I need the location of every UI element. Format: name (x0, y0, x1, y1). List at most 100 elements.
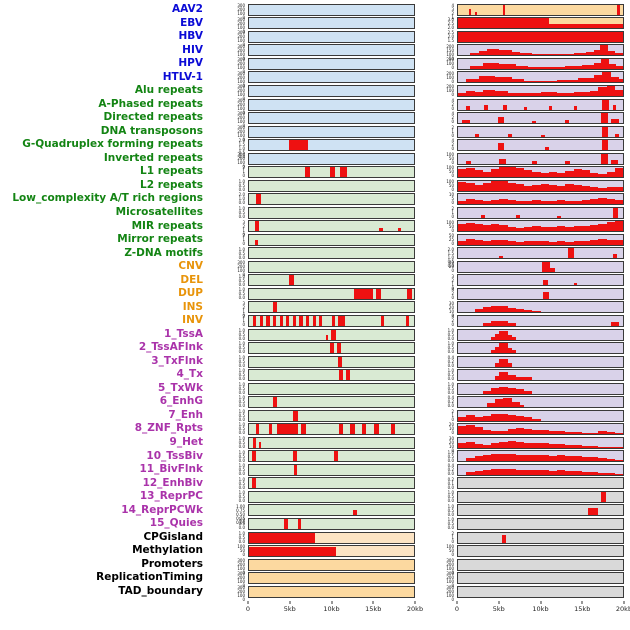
y-tick-label: 100 (446, 74, 454, 80)
y-tick-label: 200 (446, 561, 454, 567)
signal-area-segment (374, 424, 379, 435)
signal-area-segment (590, 446, 599, 448)
row-label: 6_EnhG (159, 395, 203, 408)
signal-area-segment (405, 316, 410, 327)
signal-area-segment (540, 134, 545, 137)
row-label: HBV (178, 30, 204, 43)
signal-area-segment (550, 267, 556, 272)
track-panel-left (248, 112, 415, 125)
y-tick-label: 0 (451, 227, 454, 233)
signal-area-segment (381, 316, 385, 327)
y-tick-label: 4 (451, 287, 454, 293)
y-tick-label: 0.4 (447, 395, 454, 401)
signal-area-segment (482, 415, 491, 421)
signal-area-segment (466, 78, 479, 83)
y-axis-ticks-left: 300 200 100 0 (206, 97, 248, 114)
y-axis-ticks-left: 300 200 100 0 (206, 558, 248, 574)
y-tick-label: 0.5 (447, 385, 454, 391)
y-tick-label: 200 (237, 561, 245, 567)
y-tick-label: 1.0 (238, 205, 245, 211)
y-tick-label: 0 (242, 69, 245, 75)
signal-area-segment (272, 302, 278, 313)
track-panel-left (248, 233, 415, 246)
y-tick-label: 0.5 (238, 358, 245, 364)
signal-area-segment (598, 446, 607, 448)
signal-area-segment (466, 458, 475, 462)
y-tick-label: 0 (451, 213, 454, 219)
y-tick-label: 0 (242, 272, 245, 278)
track-row: Mirror repeats 2 1 0 50 25 0 (2, 233, 624, 247)
signal-area-segment (333, 451, 339, 462)
signal-area-segment (499, 306, 508, 313)
signal-area-segment (548, 430, 557, 435)
signal-area-segment (565, 120, 570, 124)
signal-area-segment (482, 390, 491, 394)
signal-area-segment (254, 240, 259, 245)
y-axis-ticks-right: 20 10 0 (415, 422, 457, 436)
signal-area-segment (614, 133, 619, 137)
y-tick-label: 0.2 (447, 467, 454, 473)
y-axis-ticks-right: 300 200 100 0 (415, 585, 457, 601)
track-panel-right (457, 125, 624, 138)
y-tick-label: 1.0 (238, 422, 245, 428)
signal-area-segment (613, 207, 619, 218)
track-panel-right (457, 396, 624, 409)
y-tick-label: 300 (237, 97, 245, 103)
signal-area-segment (573, 445, 582, 448)
y-tick-label: 100 (446, 61, 454, 67)
y-tick-label: 300 (446, 571, 454, 577)
y-axis-ticks-left: 1.0 0.5 0.0 (206, 422, 248, 436)
signal-area-segment (532, 172, 541, 178)
row-label: EBV (180, 16, 203, 29)
y-tick-label: 0.0 (238, 498, 245, 504)
track-row: HIV 300 200 100 0 200 150 100 50 (2, 43, 624, 60)
y-tick-label: 1 (242, 308, 245, 314)
signal-area-segment (524, 185, 533, 191)
signal-area-segment (495, 91, 508, 96)
y-tick-label: 0.5 (238, 385, 245, 391)
y-tick-label: 0.0 (447, 389, 454, 395)
y-tick-label: 200 (237, 128, 245, 134)
signal-area-segment (581, 170, 590, 178)
y-tick-label: 200 (446, 43, 454, 49)
signal-area-segment (482, 182, 491, 191)
y-tick-label: 100 (446, 544, 454, 550)
track-row: L1 repeats 2 1 0 100 50 0 (2, 165, 624, 179)
y-axis-ticks-right: 1.0 0.5 0.0 (415, 382, 457, 396)
track-panel-right (457, 3, 624, 16)
track-row: HTLV-1 300 200 100 0 200 100 0 (2, 71, 624, 87)
y-tick-label: 0.0 (238, 186, 245, 192)
y-axis-ticks-left: 300 200 100 0 (206, 57, 248, 75)
track-panel-left (248, 517, 415, 530)
track-panel-right (457, 287, 624, 300)
x-tick-label: 20kb (406, 605, 424, 613)
y-tick-label: 1.5 (238, 142, 245, 148)
signal-area-segment (507, 469, 516, 475)
signal-area-segment (499, 225, 508, 232)
track-panel-left (248, 206, 415, 219)
y-axis-ticks-right: 10 5 0 (415, 192, 457, 206)
y-axis-ticks-right: 3.0 2.5 2.0 (415, 17, 457, 31)
y-tick-label: 150 (446, 47, 454, 53)
signal-area-segment (458, 31, 623, 42)
y-axis-ticks-left: 300 200 100 0 (206, 30, 248, 47)
track-row: L2 repeats 1.0 0.5 0.0 100 50 0 (2, 179, 624, 193)
y-tick-label: 0.5 (447, 521, 454, 527)
track-panel-left (248, 490, 415, 503)
y-axis-ticks-right: 40 20 0 (415, 260, 457, 274)
signal-area-segment (474, 240, 483, 245)
track-panel-left (248, 315, 415, 328)
signal-area-segment (606, 446, 615, 448)
signal-area-segment (565, 455, 574, 462)
signal-area-segment (524, 417, 533, 421)
y-tick-label: 0 (451, 241, 454, 247)
y-tick-label: 100 (446, 88, 454, 94)
signal-area-segment (573, 241, 582, 245)
track-panel-left (248, 125, 415, 138)
signal-area-segment (515, 428, 524, 435)
track-row: 8_ZNF_Rpts 1.0 0.5 0.0 20 10 0 (2, 422, 624, 436)
signal-area-segment (484, 104, 488, 110)
y-axis-ticks-left: 300 200 100 0 (206, 260, 248, 278)
y-tick-label: 0.0 (238, 457, 245, 463)
signal-area-segment (482, 90, 496, 96)
